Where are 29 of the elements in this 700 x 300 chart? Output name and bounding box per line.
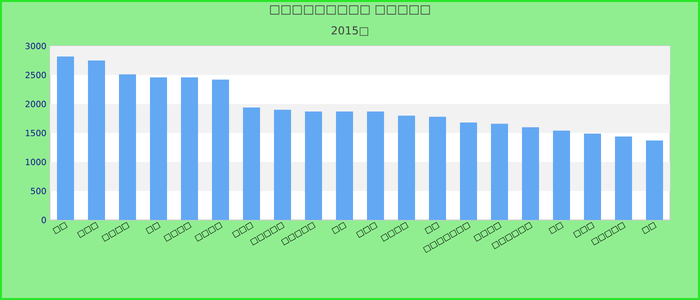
y-tick-label: 1000 — [26, 158, 46, 166]
bar — [212, 80, 230, 220]
bar — [88, 60, 106, 220]
bar — [56, 56, 74, 220]
bar — [274, 110, 292, 220]
bar — [614, 136, 632, 220]
bar — [490, 124, 508, 220]
y-tick-label: 2500 — [26, 72, 46, 78]
y-tick-label: 1500 — [26, 130, 46, 136]
bar — [366, 112, 384, 220]
y-tick-label: 3000 — [26, 42, 46, 50]
bar — [552, 130, 570, 220]
y-tick-label: 500 — [30, 188, 46, 194]
chart-title: □□□□□□□□□ □□□□□ — [270, 5, 430, 15]
bar — [460, 122, 478, 220]
bar — [584, 134, 602, 220]
bar — [304, 112, 322, 220]
bar — [646, 140, 664, 220]
chart-subtitle: 2015□ — [332, 26, 368, 36]
bar — [522, 127, 540, 220]
y-tick-label: 0 — [42, 216, 46, 224]
bar — [336, 112, 354, 220]
bar — [150, 77, 168, 220]
bar — [180, 77, 198, 220]
bar — [398, 116, 416, 220]
y-tick-label: 2000 — [26, 100, 46, 108]
bar — [428, 116, 446, 220]
bar — [118, 74, 136, 220]
bar — [242, 107, 260, 220]
